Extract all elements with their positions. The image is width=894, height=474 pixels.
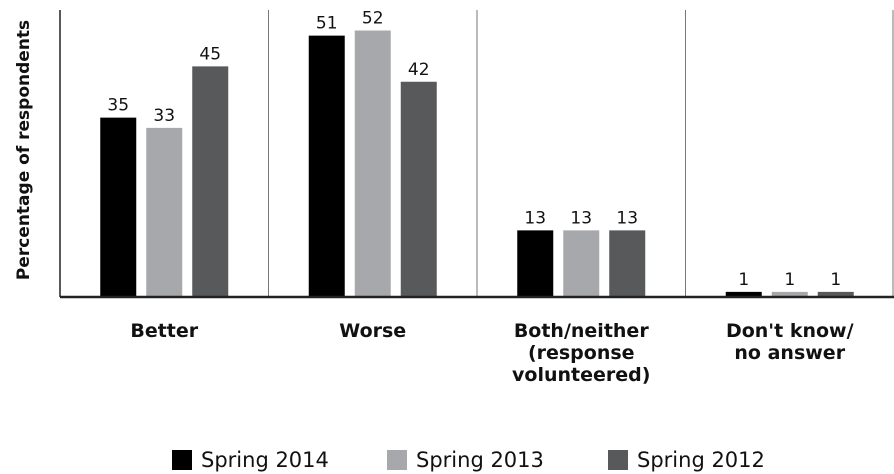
legend-label: Spring 2013	[416, 448, 544, 472]
legend-label: Spring 2012	[637, 448, 765, 472]
bar	[771, 291, 808, 297]
bar	[308, 35, 345, 297]
data-label: 42	[408, 60, 430, 80]
legend-swatch	[172, 450, 192, 470]
data-label: 13	[524, 208, 546, 228]
data-label: 45	[199, 44, 221, 64]
bar	[192, 66, 229, 297]
y-axis-label: Percentage of respondents	[14, 20, 34, 280]
legend-swatch	[387, 450, 407, 470]
bar	[609, 230, 646, 297]
x-tick-label: Worse	[339, 320, 407, 342]
x-tick-label: Better	[130, 320, 199, 342]
bar	[517, 230, 554, 297]
data-label: 51	[316, 14, 338, 34]
data-label: 52	[362, 9, 384, 29]
data-label: 35	[107, 96, 129, 116]
legend-label: Spring 2014	[201, 448, 329, 472]
x-tick-label: Don't know/ no answer	[725, 320, 854, 364]
bar	[400, 81, 437, 297]
data-label: 1	[738, 270, 749, 290]
data-label: 13	[570, 208, 592, 228]
bar	[100, 117, 137, 297]
data-label: 1	[784, 270, 795, 290]
data-label: 33	[153, 106, 175, 126]
data-label: 1	[830, 270, 841, 290]
bar	[817, 291, 854, 297]
bar	[725, 291, 762, 297]
x-tick-label: Both/neither (response volunteered)	[512, 320, 651, 386]
bar	[563, 230, 600, 297]
data-label: 13	[616, 208, 638, 228]
bar	[146, 127, 183, 297]
legend-swatch	[608, 450, 628, 470]
bar	[354, 30, 391, 297]
